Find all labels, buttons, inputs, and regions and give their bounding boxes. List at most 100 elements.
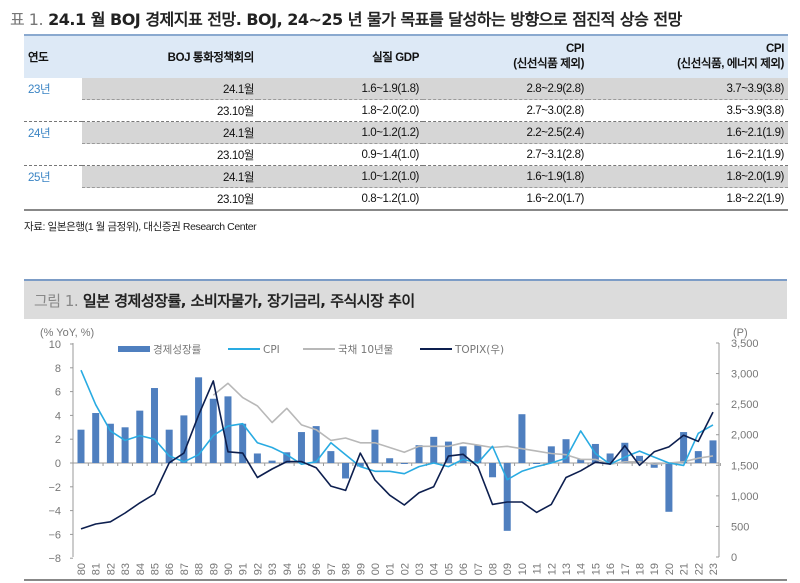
jgb10y-line — [212, 382, 714, 466]
left-tick-label: 8 — [55, 363, 61, 375]
right-tick-label: 500 — [731, 521, 749, 533]
x-tick-label: 11 — [532, 563, 544, 574]
right-axis-unit: (P) — [733, 327, 748, 339]
cell-cpi1: 1.6~1.9(1.8) — [423, 165, 588, 188]
header-gdp: 실질 GDP — [258, 34, 423, 78]
x-tick-label: 21 — [679, 563, 691, 575]
left-tick-label: 6 — [55, 387, 61, 399]
cell-cpi1: 2.7~3.1(2.8) — [423, 143, 588, 166]
bottom-rule — [24, 579, 787, 581]
right-tick-label: 2,500 — [731, 399, 759, 411]
table-title-text: 24.1 월 BOJ 경제지표 전망. BOJ, 24~25 년 물가 목표를 … — [48, 10, 682, 29]
figure-title: 그림 1. 일본 경제성장률, 소비자물가, 장기금리, 주식시장 추이 — [34, 290, 415, 311]
cell-year — [24, 99, 82, 122]
cell-cpi2: 1.8~2.2(1.9) — [588, 187, 788, 211]
header-cpi-ex-fresh: CPI (신선식품 제외) — [423, 34, 588, 78]
figure-title-text: 일본 경제성장률, 소비자물가, 장기금리, 주식시장 추이 — [82, 292, 415, 310]
legend-label: 국채 10년물 — [338, 344, 394, 356]
left-tick-label: −8 — [48, 553, 61, 565]
header-year: 연도 — [24, 34, 82, 78]
legend-label: TOPIX(우) — [454, 344, 504, 356]
japan-macro-chart: −8−6−4−2024681005001,0001,5002,0002,5003… — [40, 327, 759, 575]
table-title-prefix: 표 1. — [10, 10, 44, 29]
cell-cpi1: 2.8~2.9(2.8) — [423, 78, 588, 100]
legend-swatch-gdp — [118, 346, 150, 352]
x-tick-label: 23 — [708, 563, 720, 575]
x-tick-label: 82 — [105, 563, 117, 575]
x-tick-label: 83 — [120, 563, 132, 575]
x-tick-label: 13 — [561, 563, 573, 575]
x-tick-label: 03 — [414, 563, 426, 575]
chart-legend: 경제성장률 CPI 국채 10년물 TOPIX(우) — [118, 343, 504, 356]
header-cpi2-line2: (신선식품, 에너지 제외) — [677, 58, 784, 70]
cell-cpi2: 3.7~3.9(3.8) — [588, 78, 788, 100]
cell-cpi1: 1.6~2.0(1.7) — [423, 187, 588, 211]
right-tick-label: 3,000 — [731, 369, 759, 381]
cell-cpi2: 1.6~2.1(1.9) — [588, 143, 788, 166]
x-tick-label: 86 — [164, 563, 176, 575]
left-tick-label: −6 — [48, 529, 61, 541]
x-tick-label: 02 — [399, 563, 411, 575]
cell-year: 25년 — [24, 165, 82, 188]
left-tick-label: 4 — [55, 410, 61, 422]
cell-meeting: 24.1월 — [82, 78, 258, 100]
right-tick-label: 1,500 — [731, 460, 759, 472]
header-meeting: BOJ 통화정책회의 — [82, 34, 258, 78]
boj-forecast-table: 연도 BOJ 통화정책회의 실질 GDP CPI (신선식품 제외) CPI (… — [24, 34, 788, 211]
right-tick-label: 0 — [731, 552, 737, 564]
x-tick-label: 04 — [429, 563, 441, 575]
gdp-bars — [77, 377, 717, 531]
cell-year: 23년 — [24, 78, 82, 100]
x-tick-label: 87 — [179, 563, 191, 575]
x-tick-label: 92 — [252, 563, 264, 575]
x-tick-label: 95 — [296, 563, 308, 575]
left-tick-label: −2 — [48, 482, 61, 494]
x-tick-label: 16 — [605, 563, 617, 575]
header-cpi2-line1: CPI — [766, 43, 784, 55]
table-row: 23.10월 0.9~1.4(1.0) 2.7~3.1(2.8) 1.6~2.1… — [24, 143, 788, 166]
legend-label: 경제성장률 — [153, 343, 202, 356]
cpi-line — [80, 369, 714, 481]
x-tick-label: 18 — [635, 563, 647, 575]
table-title: 표 1. 24.1 월 BOJ 경제지표 전망. BOJ, 24~25 년 물가… — [10, 6, 682, 30]
x-tick-label: 97 — [326, 563, 338, 575]
x-tick-label: 14 — [576, 563, 588, 575]
x-tick-label: 81 — [91, 563, 103, 575]
cell-gdp: 0.8~1.2(1.0) — [258, 187, 423, 211]
x-tick-label: 90 — [223, 563, 235, 575]
table-row: 23.10월 1.8~2.0(2.0) 2.7~3.0(2.8) 3.5~3.9… — [24, 99, 788, 122]
x-tick-label: 22 — [693, 563, 705, 575]
right-tick-label: 1,000 — [731, 491, 759, 503]
x-tick-label: 09 — [502, 563, 514, 575]
table-row: 24년 24.1월 1.0~1.2(1.2) 2.2~2.5(2.4) 1.6~… — [24, 121, 788, 144]
x-tick-label: 19 — [649, 563, 661, 575]
x-tick-label: 91 — [238, 563, 250, 575]
cell-gdp: 0.9~1.4(1.0) — [258, 143, 423, 166]
x-tick-label: 15 — [590, 563, 602, 575]
x-tick-label: 96 — [311, 563, 323, 575]
x-tick-label: 20 — [664, 563, 676, 575]
cell-cpi2: 1.8~2.0(1.9) — [588, 165, 788, 188]
x-tick-label: 01 — [385, 563, 397, 575]
cell-year: 24년 — [24, 121, 82, 144]
x-tick-label: 10 — [517, 563, 529, 575]
x-tick-label: 12 — [546, 563, 558, 575]
x-tick-label: 98 — [341, 563, 353, 575]
x-tick-label: 89 — [208, 563, 220, 575]
header-cpi1-line1: CPI — [566, 43, 584, 55]
right-tick-label: 3,500 — [731, 338, 759, 350]
table-row: 23년 24.1월 1.6~1.9(1.8) 2.8~2.9(2.8) 3.7~… — [24, 78, 788, 100]
x-tick-label: 94 — [282, 563, 294, 575]
cell-year — [24, 187, 82, 211]
x-tick-label: 93 — [267, 563, 279, 575]
x-tick-label: 00 — [370, 563, 382, 575]
table-header-row: 연도 BOJ 통화정책회의 실질 GDP CPI (신선식품 제외) CPI (… — [24, 34, 788, 78]
topix-line — [80, 380, 714, 530]
x-tick-label: 07 — [473, 563, 485, 575]
cell-gdp: 1.0~1.2(1.2) — [258, 121, 423, 144]
cell-cpi1: 2.7~3.0(2.8) — [423, 99, 588, 122]
cell-meeting: 23.10월 — [82, 187, 258, 211]
table-row: 25년 24.1월 1.0~1.2(1.0) 1.6~1.9(1.8) 1.8~… — [24, 165, 788, 188]
legend-label: CPI — [263, 344, 280, 356]
cell-cpi2: 1.6~2.1(1.9) — [588, 121, 788, 144]
